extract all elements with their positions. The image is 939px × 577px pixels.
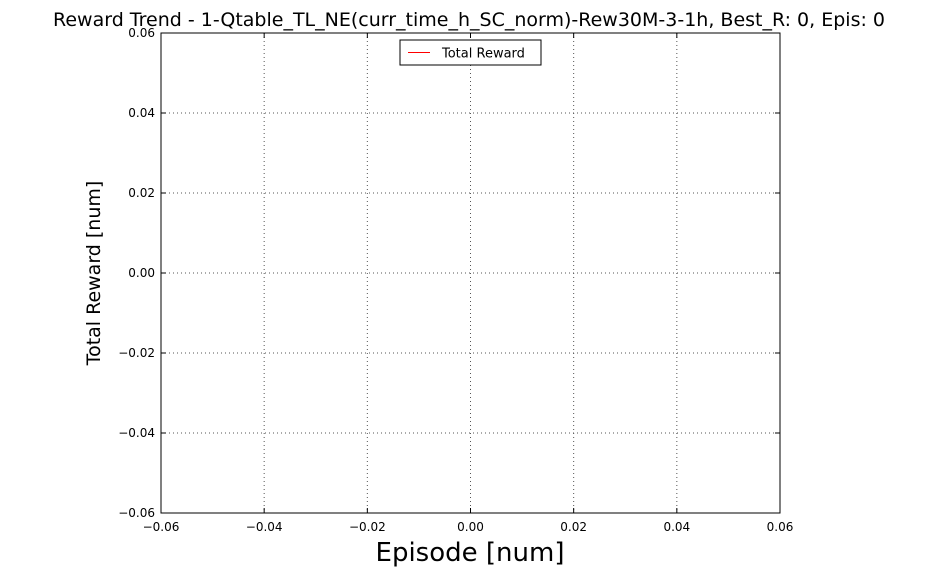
x-tick-labels: −0.06 −0.04 −0.02 0.00 0.02 0.04 0.06 [143,520,794,534]
x-tick-label: −0.06 [143,520,180,534]
x-tick-label: 0.04 [663,520,690,534]
y-tick-label: −0.04 [118,426,155,440]
y-tick-label: −0.02 [118,346,155,360]
y-tick-label: 0.04 [128,106,155,120]
y-tick-label: 0.00 [128,266,155,280]
y-axis-label: Total Reward [num] [83,181,105,367]
y-tick-labels: 0.06 0.04 0.02 0.00 −0.02 −0.04 −0.06 [118,26,155,520]
y-tick-label: −0.06 [118,506,155,520]
axis-ticks [160,32,781,514]
x-tick-label: 0.06 [767,520,794,534]
legend-label-total-reward: Total Reward [441,47,525,62]
x-tick-label: 0.00 [457,520,484,534]
y-tick-label: 0.02 [128,186,155,200]
x-tick-label: 0.02 [560,520,587,534]
y-tick-label: 0.06 [128,26,155,40]
chart-title: Reward Trend - 1-Qtable_TL_NE(curr_time_… [53,9,885,31]
x-tick-label: −0.04 [246,520,283,534]
grid-lines [161,33,780,513]
x-axis-label: Episode [num] [376,538,565,568]
legend: Total Reward [399,39,542,66]
x-tick-label: −0.02 [349,520,386,534]
